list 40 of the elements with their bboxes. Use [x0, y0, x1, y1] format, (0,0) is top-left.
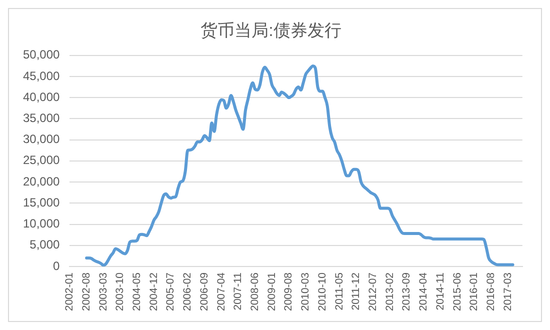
- x-tick-label: 2011-05: [333, 272, 346, 310]
- y-tick-label: 40,000: [23, 90, 60, 104]
- y-tick-label: 5,000: [30, 238, 60, 252]
- y-tick-label: 25,000: [23, 153, 60, 168]
- x-tick-label: 2014-11: [434, 272, 446, 310]
- x-tick-label: 2005-07: [164, 272, 177, 312]
- x-tick-label: 2004-12: [148, 272, 160, 312]
- x-tick-label: 2010-03: [300, 272, 312, 312]
- x-tick-label: 2008-06: [249, 272, 262, 312]
- x-tick-label: 2006-09: [198, 272, 210, 312]
- y-tick-label: 20,000: [23, 174, 60, 188]
- y-tick-label: 0: [53, 258, 60, 273]
- x-tick-label: 2013-09: [400, 272, 413, 312]
- x-tick-label: 2002-01: [64, 272, 76, 312]
- line-series: [85, 64, 514, 266]
- x-tick-label: 2004-05: [131, 272, 144, 312]
- y-tick-label: 35,000: [23, 111, 60, 126]
- x-tick-label: 2009-08: [282, 272, 295, 312]
- y-tick-label: 45,000: [23, 68, 60, 83]
- x-tick-label: 2003-10: [114, 272, 126, 312]
- x-tick-label: 2003-03: [97, 272, 110, 312]
- x-tick-label: 2017-03: [502, 272, 514, 312]
- y-tick-label: 50,000: [23, 48, 60, 62]
- x-tick-label: 2010-10: [316, 272, 328, 312]
- x-tick-label: 2016-08: [484, 272, 497, 312]
- y-tick-label: 10,000: [23, 216, 60, 231]
- x-tick-label: 2007-11: [232, 272, 244, 310]
- y-tick-label: 30,000: [23, 132, 60, 146]
- x-tick-label: 2012-07: [366, 272, 379, 312]
- x-tick-label: 2007-04: [215, 272, 228, 312]
- x-tick-label: 2002-08: [80, 272, 92, 312]
- chart-title: 货币当局:债券发行: [200, 20, 342, 40]
- x-tick-label: 2015-06: [451, 272, 464, 312]
- x-tick-label: 2006-02: [182, 272, 194, 312]
- x-tick-label: 2014-04: [418, 272, 430, 312]
- x-tick-label: 2016-01: [468, 272, 480, 312]
- x-tick-label: 2013-02: [384, 272, 396, 312]
- x-tick-label: 2011-12: [350, 272, 362, 310]
- y-tick-label: 15,000: [23, 195, 60, 210]
- x-tick-label: 2009-01: [266, 272, 278, 312]
